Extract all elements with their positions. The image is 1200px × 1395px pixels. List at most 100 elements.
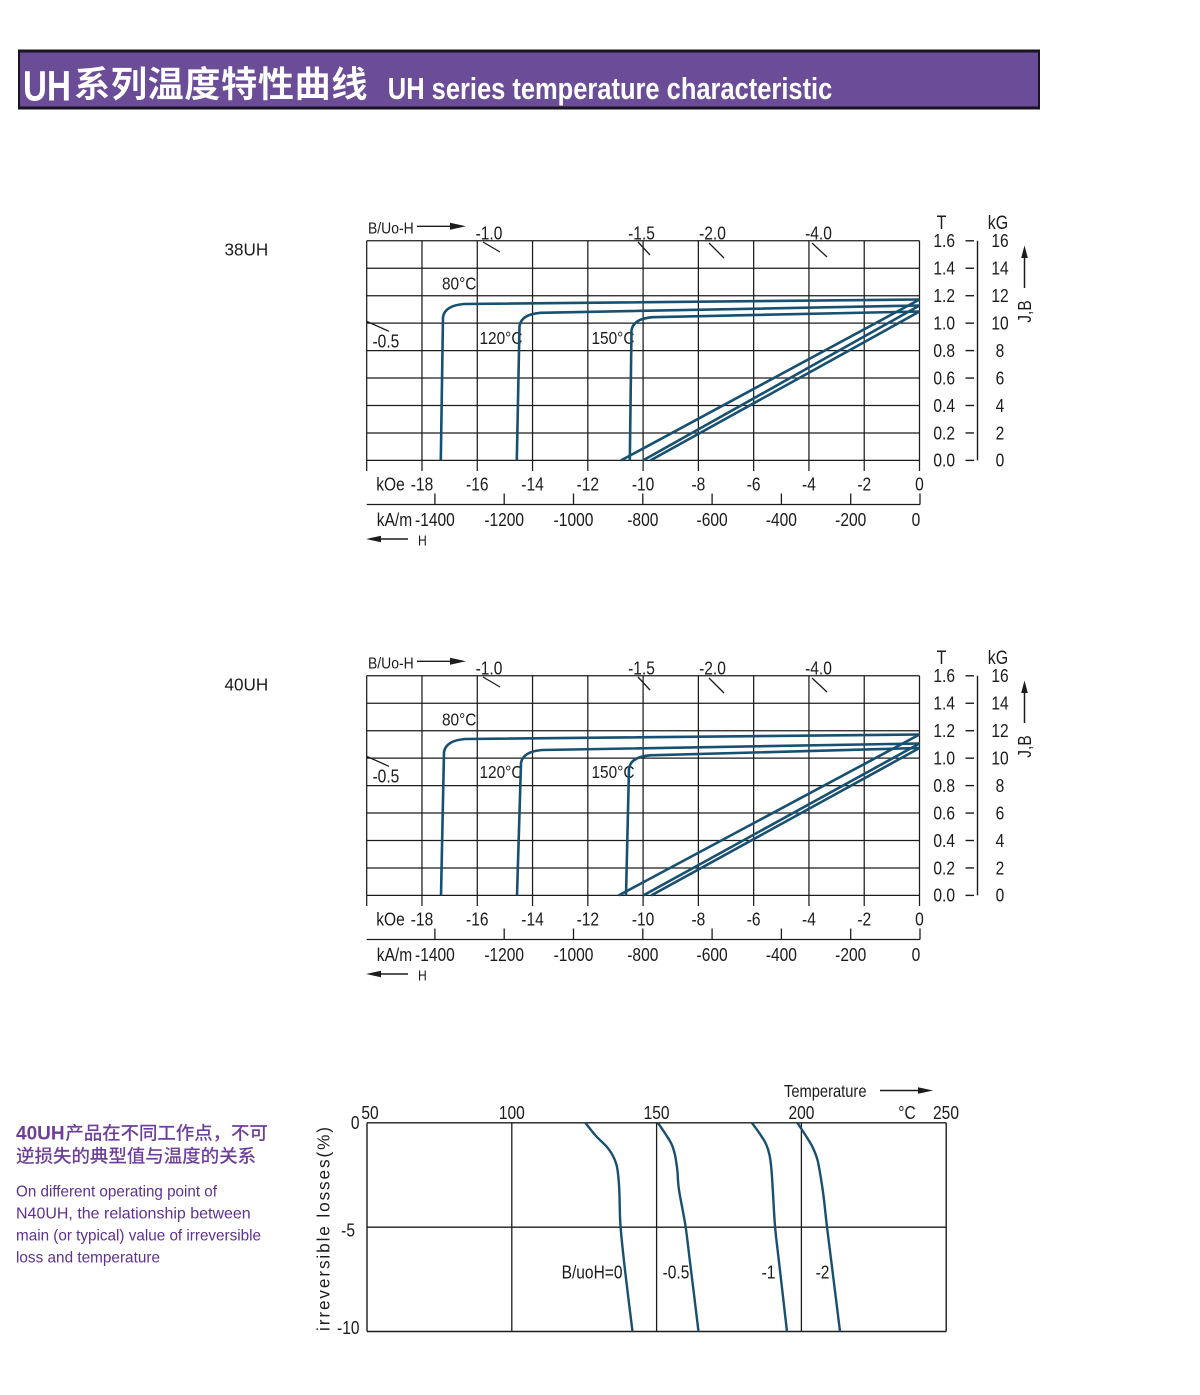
svg-text:N40UH, the relationship betwe: N40UH, the relationship between: [16, 1206, 251, 1223]
svg-text:main (or typical) value of irr: main (or typical) value of irreversible: [16, 1228, 261, 1245]
svg-text:0.6: 0.6: [933, 368, 955, 389]
svg-text:H: H: [418, 968, 427, 984]
svg-text:6: 6: [996, 803, 1005, 824]
svg-text:-1000: -1000: [554, 510, 594, 531]
svg-text:0: 0: [996, 885, 1005, 906]
svg-text:-12: -12: [577, 474, 599, 495]
svg-text:-400: -400: [766, 510, 797, 531]
svg-text:Temperature: Temperature: [784, 1082, 867, 1101]
svg-text:-16: -16: [466, 909, 488, 930]
svg-text:-800: -800: [627, 510, 658, 531]
svg-text:UH: UH: [23, 64, 71, 111]
svg-text:150°C: 150°C: [592, 329, 635, 348]
svg-text:0: 0: [912, 945, 921, 966]
svg-text:1.6: 1.6: [933, 666, 955, 687]
svg-text:-1.5: -1.5: [628, 658, 655, 679]
svg-text:0: 0: [915, 474, 924, 495]
svg-text:1.2: 1.2: [933, 721, 955, 742]
svg-text:4: 4: [996, 396, 1005, 417]
svg-text:10: 10: [991, 313, 1008, 334]
svg-text:8: 8: [996, 776, 1005, 797]
svg-text:1.4: 1.4: [933, 258, 955, 279]
svg-text:On different operating point o: On different operating point of: [16, 1184, 218, 1201]
svg-text:16: 16: [991, 666, 1008, 687]
svg-text:kA/m: kA/m: [377, 945, 412, 966]
svg-text:H: H: [418, 533, 427, 549]
svg-text:16: 16: [991, 231, 1008, 252]
svg-text:12: 12: [991, 721, 1008, 742]
svg-text:-4.0: -4.0: [805, 658, 832, 679]
svg-text:0: 0: [351, 1113, 360, 1134]
svg-text:-16: -16: [466, 474, 488, 495]
svg-text:0.2: 0.2: [933, 858, 955, 879]
svg-text:12: 12: [991, 286, 1008, 307]
svg-text:40UH: 40UH: [225, 674, 269, 695]
svg-text:38UH: 38UH: [225, 239, 269, 260]
svg-text:14: 14: [991, 693, 1008, 714]
svg-text:80°C: 80°C: [442, 711, 476, 730]
svg-text:-1400: -1400: [415, 945, 455, 966]
svg-text:-1.0: -1.0: [476, 658, 503, 679]
svg-text:-1200: -1200: [484, 945, 524, 966]
svg-text:-4: -4: [802, 474, 816, 495]
svg-text:0.4: 0.4: [933, 396, 955, 417]
svg-text:kG: kG: [988, 647, 1008, 669]
svg-text:6: 6: [996, 368, 1005, 389]
svg-text:80°C: 80°C: [442, 275, 476, 294]
svg-text:-1: -1: [762, 1262, 776, 1283]
svg-text:-2.0: -2.0: [699, 223, 726, 244]
svg-text:-8: -8: [691, 909, 705, 930]
svg-text:-200: -200: [835, 510, 866, 531]
svg-text:-600: -600: [697, 945, 728, 966]
svg-text:-8: -8: [691, 474, 705, 495]
svg-text:-4.0: -4.0: [805, 223, 832, 244]
svg-text:2: 2: [996, 858, 1005, 879]
svg-text:150: 150: [644, 1103, 670, 1124]
svg-text:-2: -2: [857, 474, 871, 495]
svg-text:1.0: 1.0: [933, 313, 955, 334]
svg-text:kA/m: kA/m: [377, 510, 412, 531]
svg-text:250: 250: [933, 1103, 959, 1124]
svg-text:0: 0: [912, 510, 921, 531]
svg-text:-1.5: -1.5: [628, 223, 655, 244]
svg-text:B/uoH=0: B/uoH=0: [562, 1262, 623, 1283]
svg-text:50: 50: [361, 1103, 378, 1124]
svg-text:-2: -2: [816, 1262, 830, 1283]
svg-text:0.8: 0.8: [933, 776, 955, 797]
svg-text:T: T: [937, 212, 947, 234]
svg-text:-12: -12: [577, 909, 599, 930]
svg-text:10: 10: [991, 748, 1008, 769]
svg-text:1.6: 1.6: [933, 231, 955, 252]
svg-text:-2.0: -2.0: [699, 658, 726, 679]
svg-text:120°C: 120°C: [480, 763, 523, 782]
svg-text:1.2: 1.2: [933, 286, 955, 307]
svg-text:-1.0: -1.0: [476, 223, 503, 244]
svg-text:irreversible losses(%): irreversible losses(%): [314, 1127, 334, 1331]
svg-text:-10: -10: [337, 1318, 359, 1339]
svg-text:0.0: 0.0: [933, 450, 955, 471]
svg-text:14: 14: [991, 258, 1008, 279]
svg-text:-14: -14: [521, 909, 543, 930]
svg-text:J,B: J,B: [1015, 300, 1036, 322]
svg-text:-2: -2: [857, 909, 871, 930]
svg-text:kG: kG: [988, 212, 1008, 234]
svg-text:T: T: [937, 647, 947, 669]
svg-text:-1200: -1200: [484, 510, 524, 531]
svg-text:-200: -200: [835, 945, 866, 966]
svg-text:4: 4: [996, 831, 1005, 852]
svg-text:-800: -800: [627, 945, 658, 966]
svg-text:0.2: 0.2: [933, 423, 955, 444]
svg-text:loss and temperature: loss and temperature: [16, 1250, 160, 1267]
svg-text:0.0: 0.0: [933, 885, 955, 906]
svg-text:-0.5: -0.5: [373, 766, 400, 787]
svg-text:-0.5: -0.5: [663, 1262, 690, 1283]
svg-text:0.6: 0.6: [933, 803, 955, 824]
svg-text:-4: -4: [802, 909, 816, 930]
svg-text:-18: -18: [411, 909, 433, 930]
svg-text:-18: -18: [411, 474, 433, 495]
svg-text:1.4: 1.4: [933, 693, 955, 714]
svg-text:-5: -5: [341, 1220, 355, 1241]
svg-text:B/Uo-H: B/Uo-H: [368, 656, 414, 673]
svg-text:120°C: 120°C: [480, 329, 523, 348]
svg-text:-1000: -1000: [554, 945, 594, 966]
